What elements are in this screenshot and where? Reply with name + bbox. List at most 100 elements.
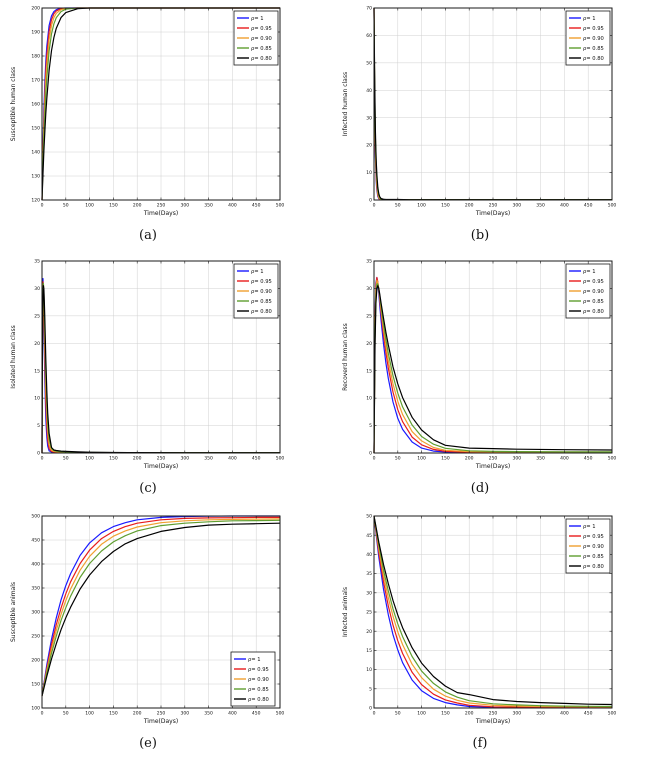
y-tick-label: 5	[37, 423, 40, 429]
y-tick-label: 200	[31, 6, 40, 12]
legend: ρ= 1 ρ= 0.95 ρ= 0.90 ρ= 0.85 ρ= 0.80	[565, 10, 611, 66]
x-tick-label: 150	[109, 456, 118, 462]
tick-marks	[41, 7, 281, 201]
y-tick-label: 250	[31, 634, 40, 640]
y-tick-label: 200	[31, 658, 40, 664]
legend-entry-label: ρ= 1	[583, 16, 596, 22]
x-tick-label: 250	[157, 456, 166, 462]
x-tick-label: 150	[441, 203, 450, 209]
x-tick-label: 500	[276, 456, 285, 462]
x-tick-label: 250	[157, 711, 166, 717]
legend-entry-label: ρ= 1	[251, 16, 264, 22]
x-tick-label: 450	[252, 711, 261, 717]
y-tick-label: 25	[34, 313, 40, 319]
x-tick-label: 450	[252, 203, 261, 209]
x-tick-label: 0	[41, 711, 44, 717]
x-tick-label: 500	[608, 711, 617, 717]
x-tick-label: 350	[204, 711, 213, 717]
grid	[374, 516, 612, 708]
x-tick-label: 250	[489, 711, 498, 717]
x-axis-label: Time(Days)	[475, 718, 510, 725]
y-tick-label: 0	[369, 451, 372, 457]
x-tick-label: 400	[228, 711, 237, 717]
y-tick-label: 10	[366, 396, 372, 402]
x-tick-label: 450	[584, 203, 593, 209]
y-tick-label: 15	[34, 368, 40, 374]
legend-entry-label: ρ= 0.90	[251, 289, 272, 295]
y-axis-label: Isolated human class	[10, 325, 17, 388]
x-axis-label: Time(Days)	[475, 210, 510, 217]
x-tick-label: 150	[109, 203, 118, 209]
y-axis-label: Susceptible human class	[10, 67, 17, 141]
y-axis-label: Infected animals	[342, 587, 349, 637]
legend-entry-label: ρ= 0.95	[248, 667, 269, 673]
legend-entry-label: ρ= 0.85	[251, 46, 272, 52]
x-tick-label: 400	[228, 203, 237, 209]
y-tick-label: 15	[366, 648, 372, 654]
x-tick-label: 100	[85, 456, 94, 462]
y-tick-label: 40	[366, 88, 372, 94]
y-tick-label: 60	[366, 33, 372, 39]
x-tick-label: 0	[373, 456, 376, 462]
x-tick-label: 400	[560, 711, 569, 717]
legend-entry-label: ρ= 0.80	[583, 564, 604, 570]
legend-entry-label: ρ= 1	[251, 269, 264, 275]
grid	[374, 8, 612, 200]
series-line	[373, 515, 613, 706]
legend-entry-label: ρ= 0.80	[583, 309, 604, 315]
x-tick-label: 100	[417, 456, 426, 462]
x-tick-label: 350	[536, 456, 545, 462]
legend-entry-label: ρ= 1	[583, 524, 596, 530]
x-axis-label: Time(Days)	[475, 463, 510, 470]
y-tick-label: 5	[369, 423, 372, 429]
y-tick-label: 50	[366, 514, 372, 520]
x-tick-label: 350	[536, 711, 545, 717]
y-tick-label: 150	[31, 126, 40, 132]
x-tick-label: 200	[133, 456, 142, 462]
tick-marks	[41, 515, 281, 709]
x-tick-label: 0	[373, 203, 376, 209]
tick-marks	[373, 515, 613, 709]
legend: ρ= 1 ρ= 0.95 ρ= 0.90 ρ= 0.85 ρ= 0.80	[565, 518, 611, 574]
y-tick-label: 40	[366, 552, 372, 558]
x-axis-label: Time(Days)	[143, 210, 178, 217]
chart-canvas-a: 0 50 100 150 200 250 300 350 400 450 500 120 130 140 1…	[10, 6, 284, 217]
y-tick-label: 150	[31, 682, 40, 688]
x-tick-label: 450	[252, 456, 261, 462]
y-tick-label: 130	[31, 174, 40, 180]
legend-entry-label: ρ= 0.90	[248, 677, 269, 683]
x-tick-label: 0	[373, 711, 376, 717]
y-tick-label: 20	[366, 629, 372, 635]
x-tick-label: 300	[513, 711, 522, 717]
y-tick-label: 160	[31, 102, 40, 108]
x-tick-label: 200	[465, 203, 474, 209]
legend-entry-label: ρ= 1	[583, 269, 596, 275]
series-line	[373, 279, 612, 454]
y-tick-label: 35	[366, 259, 372, 265]
y-tick-label: 25	[366, 610, 372, 616]
x-tick-label: 300	[513, 203, 522, 209]
y-tick-label: 30	[366, 286, 372, 292]
x-tick-label: 300	[181, 203, 190, 209]
x-tick-label: 400	[560, 203, 569, 209]
x-tick-label: 400	[228, 456, 237, 462]
y-tick-label: 20	[34, 341, 40, 347]
legend: ρ= 1 ρ= 0.95 ρ= 0.90 ρ= 0.85 ρ= 0.80	[565, 263, 611, 319]
y-tick-label: 180	[31, 54, 40, 60]
y-tick-label: 170	[31, 78, 40, 84]
y-tick-label: 500	[31, 514, 40, 520]
x-tick-label: 150	[441, 711, 450, 717]
legend-entry-label: ρ= 0.85	[583, 554, 604, 560]
caption-a: (a)	[139, 228, 157, 243]
legend-entry-label: ρ= 0.85	[248, 687, 269, 693]
grid	[42, 516, 280, 708]
legend-entry-label: ρ= 0.85	[583, 299, 604, 305]
x-tick-label: 500	[276, 711, 285, 717]
y-tick-label: 15	[366, 368, 372, 374]
x-tick-label: 200	[133, 203, 142, 209]
y-tick-label: 30	[366, 115, 372, 121]
x-tick-label: 50	[395, 711, 401, 717]
series-line	[41, 522, 281, 697]
y-tick-label: 35	[366, 571, 372, 577]
y-axis-label: Susceptible animals	[10, 582, 17, 642]
